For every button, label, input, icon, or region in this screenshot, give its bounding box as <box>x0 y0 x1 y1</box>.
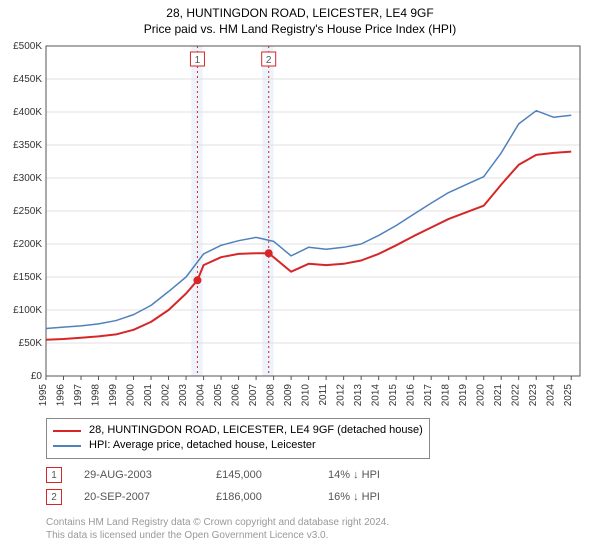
svg-text:2021: 2021 <box>493 384 504 407</box>
footer-attribution: Contains HM Land Registry data © Crown c… <box>46 516 389 542</box>
svg-text:1995: 1995 <box>38 384 49 407</box>
svg-text:2010: 2010 <box>301 384 312 407</box>
legend-item: 28, HUNTINGDON ROAD, LEICESTER, LE4 9GF … <box>53 423 423 438</box>
svg-text:2025: 2025 <box>563 384 574 407</box>
legend-label: 28, HUNTINGDON ROAD, LEICESTER, LE4 9GF … <box>89 423 423 438</box>
annotation-price: £145,000 <box>216 469 306 481</box>
svg-text:1998: 1998 <box>91 384 102 407</box>
svg-text:£0: £0 <box>31 371 43 382</box>
svg-text:£150K: £150K <box>13 272 42 283</box>
footer-line-1: Contains HM Land Registry data © Crown c… <box>46 516 389 529</box>
svg-text:2016: 2016 <box>406 384 417 407</box>
svg-text:2023: 2023 <box>528 384 539 407</box>
annotation-delta: 14% ↓ HPI <box>328 469 380 481</box>
annotation-date: 29-AUG-2003 <box>84 469 194 481</box>
svg-text:2000: 2000 <box>126 384 137 407</box>
svg-text:2019: 2019 <box>458 384 469 407</box>
svg-text:2002: 2002 <box>161 384 172 407</box>
annotation-row: 1 29-AUG-2003 £145,000 14% ↓ HPI <box>46 464 380 486</box>
annotation-delta: 16% ↓ HPI <box>328 491 380 503</box>
svg-text:2014: 2014 <box>371 384 382 407</box>
svg-text:1: 1 <box>195 55 201 66</box>
legend-item: HPI: Average price, detached house, Leic… <box>53 438 423 453</box>
svg-text:2006: 2006 <box>231 384 242 407</box>
svg-text:£450K: £450K <box>13 74 42 85</box>
svg-text:£250K: £250K <box>13 206 42 217</box>
annotation-price: £186,000 <box>216 491 306 503</box>
svg-text:1996: 1996 <box>56 384 67 407</box>
line-chart: £0 £50K £100K £150K £200K £250K £300K £350K £400… <box>0 0 600 416</box>
svg-text:2005: 2005 <box>213 384 224 407</box>
legend-swatch <box>53 430 81 432</box>
legend-swatch <box>53 445 81 447</box>
svg-text:2024: 2024 <box>546 384 557 407</box>
svg-text:2013: 2013 <box>353 384 364 407</box>
svg-text:2007: 2007 <box>248 384 259 407</box>
annotation-marker: 1 <box>46 467 62 483</box>
legend: 28, HUNTINGDON ROAD, LEICESTER, LE4 9GF … <box>46 418 430 459</box>
svg-text:£100K: £100K <box>13 305 42 316</box>
annotation-marker: 2 <box>46 489 62 505</box>
svg-text:2022: 2022 <box>511 384 522 407</box>
svg-text:2020: 2020 <box>476 384 487 407</box>
svg-text:£400K: £400K <box>13 107 42 118</box>
svg-text:2017: 2017 <box>423 384 434 407</box>
annotation-date: 20-SEP-2007 <box>84 491 194 503</box>
svg-text:2008: 2008 <box>266 384 277 407</box>
svg-text:2004: 2004 <box>196 384 207 407</box>
svg-text:2012: 2012 <box>336 384 347 407</box>
svg-text:2001: 2001 <box>143 384 154 407</box>
annotations-table: 1 29-AUG-2003 £145,000 14% ↓ HPI 2 20-SEP-200… <box>46 464 380 508</box>
svg-text:2015: 2015 <box>388 384 399 407</box>
svg-text:2003: 2003 <box>178 384 189 407</box>
svg-text:2011: 2011 <box>318 384 329 406</box>
svg-text:2018: 2018 <box>441 384 452 407</box>
footer-line-2: This data is licensed under the Open Gov… <box>46 529 389 542</box>
svg-text:1999: 1999 <box>108 384 119 407</box>
svg-text:2: 2 <box>266 55 272 66</box>
svg-text:£300K: £300K <box>13 173 42 184</box>
svg-text:£350K: £350K <box>13 140 42 151</box>
legend-label: HPI: Average price, detached house, Leic… <box>89 438 316 453</box>
svg-text:1997: 1997 <box>73 384 84 407</box>
svg-text:£50K: £50K <box>19 338 43 349</box>
svg-text:£500K: £500K <box>13 41 42 52</box>
annotation-row: 2 20-SEP-2007 £186,000 16% ↓ HPI <box>46 486 380 508</box>
svg-text:2009: 2009 <box>283 384 294 407</box>
svg-text:£200K: £200K <box>13 239 42 250</box>
